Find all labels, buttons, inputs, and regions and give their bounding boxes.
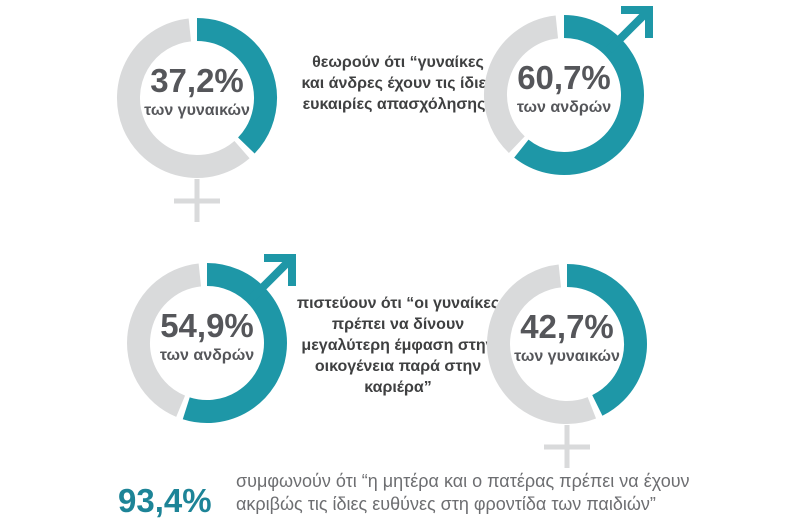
donut-group-label: των ανδρών: [516, 99, 612, 116]
donut-value: 60,7%: [517, 59, 611, 96]
donut-value: 54,9%: [160, 307, 254, 344]
footer-percentage: 93,4%: [118, 482, 212, 519]
donut-track: [484, 15, 559, 153]
donut-track: [487, 264, 597, 424]
donut-value: 42,7%: [520, 308, 614, 345]
statement-row2: πιστεύουν ότι “οι γυναίκες πρέπει να δίν…: [263, 293, 533, 398]
female-symbol-icon: [174, 179, 220, 222]
donut-group-label: των γυναικών: [514, 348, 620, 365]
male-symbol-icon: [606, 6, 653, 53]
statement-line: πρέπει να δίνουν: [331, 316, 465, 333]
donut-men-family-over-career: 54,9% των ανδρών: [112, 248, 342, 488]
donut-women-family-over-career: 42,7% των γυναικών: [472, 249, 702, 489]
footer-statement: συμφωνούν ότι “η μητέρα και ο πατέρας πρ…: [236, 470, 716, 516]
statement-row1: θεωρούν ότι “γυναίκες και άνδρες έχουν τ…: [263, 52, 533, 115]
female-symbol-icon: [544, 425, 590, 468]
donut-filled-arc: [514, 15, 644, 175]
donut-filled-arc: [182, 263, 287, 423]
statement-line: ακριβώς τις ίδιες ευθύνες στη φροντίδα τ…: [236, 494, 656, 514]
donut-ring: [127, 254, 296, 423]
statement-line: ευκαιρίες απασχόλησης”: [302, 96, 494, 113]
donut-group-label: των ανδρών: [159, 347, 255, 364]
donut-group-label: των γυναικών: [144, 102, 250, 119]
statement-line: πιστεύουν ότι “οι γυναίκες: [296, 295, 500, 312]
statement-line: μεγαλύτερη έμφαση στην: [301, 337, 495, 354]
donut-men-equal-opportunities: 60,7% των ανδρών: [469, 0, 699, 240]
donut-women-equal-opportunities: 37,2% των γυναικών: [102, 3, 332, 243]
donut-track: [127, 263, 202, 417]
donut-filled-arc: [566, 264, 647, 416]
statement-line: θεωρούν ότι “γυναίκες: [312, 54, 484, 71]
donut-ring: [116, 18, 277, 222]
statement-line: συμφωνούν ότι “η μητέρα και ο πατέρας πρ…: [236, 471, 690, 491]
donut-value: 37,2%: [150, 62, 244, 99]
donut-ring: [487, 264, 647, 468]
statement-line: και άνδρες έχουν τις ίδιες: [301, 75, 495, 92]
male-symbol-icon: [249, 254, 296, 301]
donut-ring: [484, 6, 653, 175]
statement-line: οικογένεια παρά στην: [314, 358, 482, 375]
statement-line: καριέρα”: [364, 379, 432, 396]
donut-track: [116, 18, 250, 178]
donut-filled-arc: [196, 18, 277, 154]
